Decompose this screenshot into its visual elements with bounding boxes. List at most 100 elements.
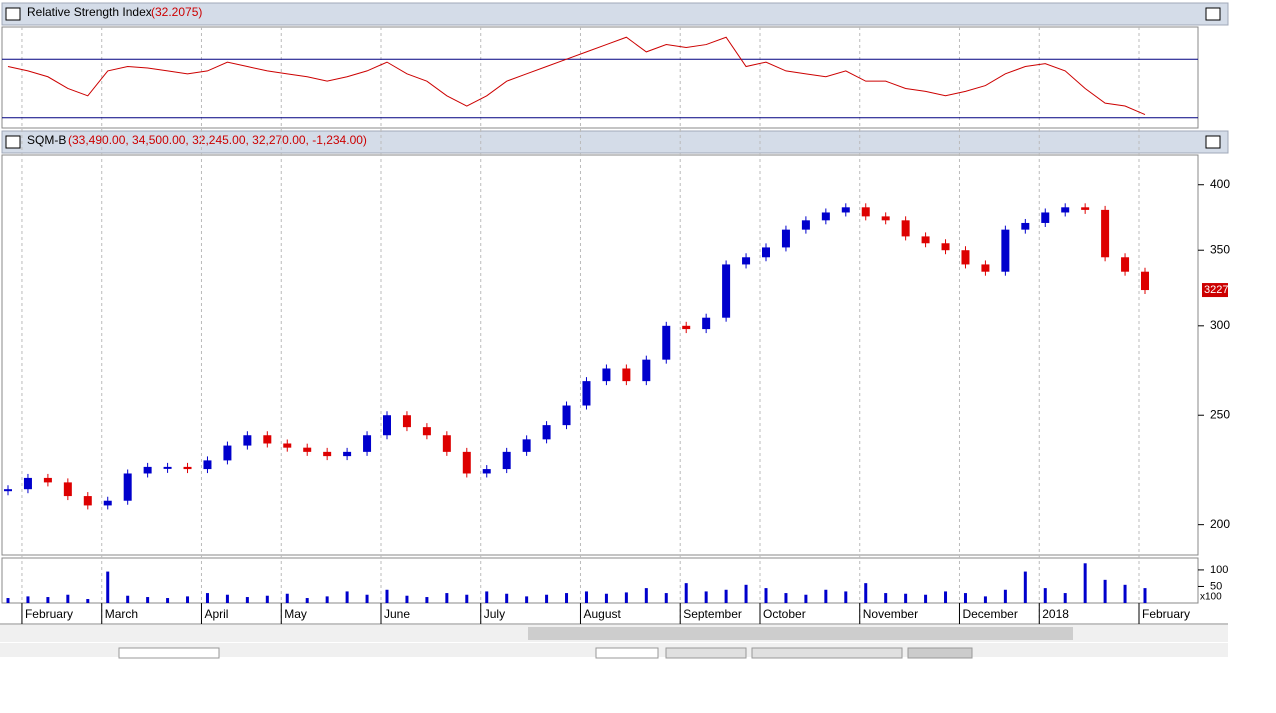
candle: [323, 451, 332, 457]
volume-bar: [166, 598, 170, 603]
volume-bar: [684, 583, 688, 603]
candle: [383, 415, 391, 436]
volume-bar: [664, 593, 668, 603]
volume-bar: [365, 594, 369, 603]
current-price-box: [1202, 283, 1228, 298]
volume-bar: [1063, 593, 1067, 603]
x-tick-label: May: [284, 607, 307, 621]
candle: [263, 435, 272, 444]
volume-bar: [186, 596, 190, 603]
volume-bar: [884, 593, 888, 603]
y-tick-label: 200: [1210, 517, 1230, 531]
candle: [841, 207, 850, 213]
volume-bar: [944, 591, 948, 603]
candle: [103, 500, 112, 506]
x-tick-label: August: [583, 607, 621, 621]
rsi-line: [7, 36, 1146, 115]
candle: [343, 451, 352, 457]
candle: [4, 489, 12, 492]
toolbar-box[interactable]: [751, 647, 903, 659]
volume-bar: [584, 591, 588, 603]
x-tick-label: November: [863, 607, 918, 621]
scroll-thumb[interactable]: [528, 627, 1073, 640]
x-tick-label: February: [25, 607, 73, 621]
y-tick-label: 50: [1210, 580, 1222, 592]
toolbar-box[interactable]: [118, 647, 220, 659]
candle: [63, 482, 72, 497]
volume-bar: [924, 594, 928, 603]
volume-bar: [1083, 563, 1087, 603]
rsi-title: Relative Strength Index: [27, 5, 152, 19]
candle: [43, 477, 52, 483]
price-ohlc: (33,490.00, 34,500.00, 32,245.00, 32,270…: [68, 133, 367, 147]
volume-bar: [545, 594, 549, 603]
candle: [183, 466, 192, 470]
y-tick-label: 300: [1210, 318, 1230, 332]
volume-bar: [146, 597, 150, 603]
volume-bar: [325, 596, 329, 603]
volume-bar: [305, 598, 309, 603]
candle: [363, 435, 372, 452]
candle: [402, 415, 411, 428]
volume-bar: [46, 597, 50, 603]
candle: [422, 427, 431, 436]
candle: [821, 212, 830, 221]
candle: [143, 466, 152, 474]
candle: [223, 445, 232, 461]
volume-bar: [604, 593, 608, 603]
candle: [582, 381, 591, 406]
candle: [1081, 207, 1090, 210]
candle: [1001, 229, 1010, 272]
volume-bar: [285, 593, 289, 603]
toolbar-box[interactable]: [665, 647, 747, 659]
candle: [682, 325, 691, 330]
x-tick-label: April: [204, 607, 228, 621]
volume-bar: [644, 588, 648, 603]
maximize-button[interactable]: [1205, 135, 1221, 149]
candle: [303, 447, 312, 452]
candle: [642, 359, 651, 382]
candle: [502, 451, 511, 470]
x-tick-label: 2018: [1042, 607, 1069, 621]
candle: [522, 439, 531, 452]
volume-bar: [385, 589, 389, 603]
y-tick-label: 250: [1210, 407, 1230, 421]
volume-bar: [265, 595, 269, 603]
y-tick-label: 350: [1210, 242, 1230, 256]
volume-bar: [86, 599, 90, 603]
volume-bar: [864, 583, 868, 603]
candle: [981, 264, 990, 272]
toolbar-box[interactable]: [595, 647, 659, 659]
price-title: SQM-B: [27, 133, 66, 147]
volume-bar: [1123, 584, 1127, 603]
candle: [442, 435, 451, 452]
candle: [542, 425, 551, 440]
volume-bar: [6, 598, 10, 603]
candle: [762, 247, 770, 258]
price-frame: [1, 154, 1199, 556]
candle: [781, 229, 790, 248]
panel-icon: [5, 135, 21, 149]
x-tick-label: July: [484, 607, 505, 621]
volume-bar: [26, 596, 30, 603]
maximize-button[interactable]: [1205, 7, 1221, 21]
rsi-frame: [1, 26, 1199, 129]
candle: [83, 496, 92, 506]
candle: [1141, 271, 1149, 291]
x-tick-label: February: [1142, 607, 1190, 621]
volume-bar: [126, 595, 130, 603]
candle: [722, 264, 731, 318]
volume-bar: [983, 596, 987, 603]
toolbar-button[interactable]: [907, 647, 973, 659]
candle: [881, 216, 890, 221]
candle: [901, 220, 910, 237]
candle: [1061, 207, 1070, 213]
volume-bar: [804, 594, 808, 603]
volume-bar: [1103, 579, 1107, 603]
candle: [1101, 209, 1110, 258]
candle: [742, 257, 751, 265]
volume-bar: [505, 593, 509, 603]
volume-bar: [844, 591, 848, 603]
x-tick-label: September: [683, 607, 742, 621]
